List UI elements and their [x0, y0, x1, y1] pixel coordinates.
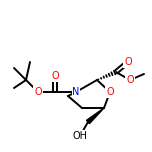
Text: O: O: [106, 87, 114, 97]
Text: OH: OH: [73, 131, 88, 141]
Text: N: N: [72, 87, 80, 97]
Text: O: O: [124, 57, 132, 67]
Text: O: O: [34, 87, 42, 97]
Text: O: O: [51, 71, 59, 81]
Polygon shape: [86, 108, 104, 124]
Text: O: O: [126, 75, 134, 85]
